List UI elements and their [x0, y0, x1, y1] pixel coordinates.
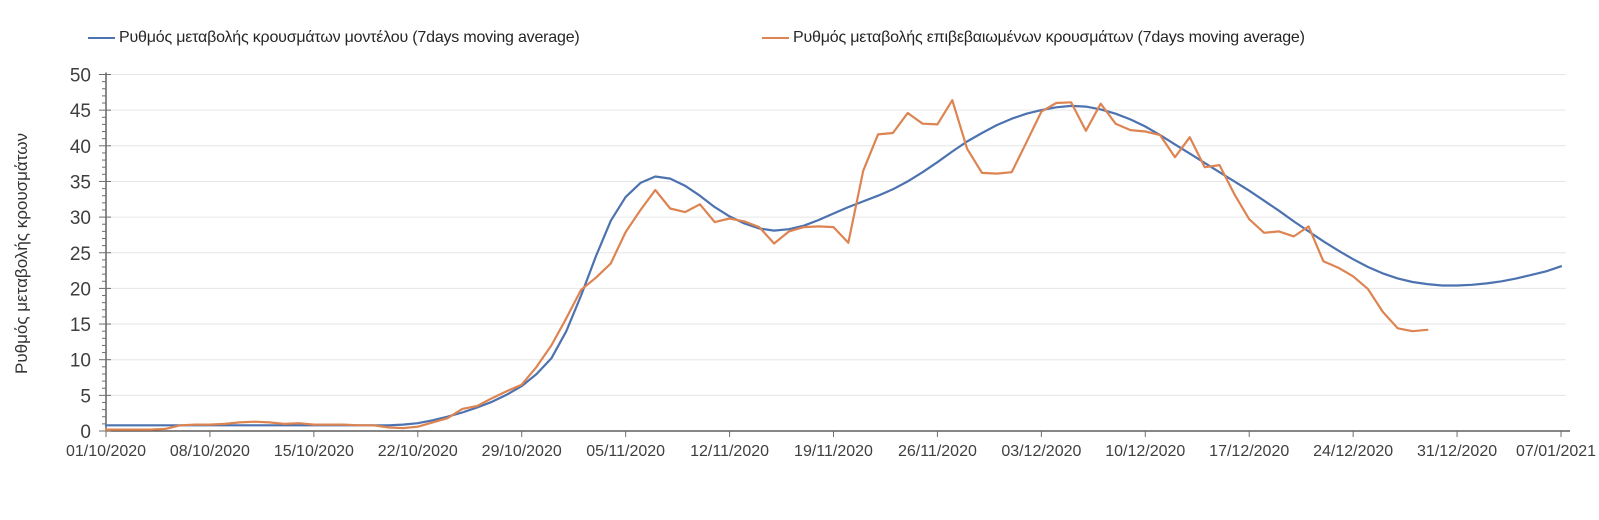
- legend-label-model: Ρυθμός μεταβολής κρουσμάτων μοντέλου (7d…: [119, 29, 580, 46]
- y-tick-label: 20: [70, 279, 91, 300]
- legend-item-model: Ρυθμός μεταβολής κρουσμάτων μοντέλου (7d…: [88, 27, 580, 49]
- x-tick-label: 29/10/2020: [482, 443, 562, 460]
- y-tick-label: 40: [70, 137, 91, 158]
- x-tick-label: 31/12/2020: [1417, 443, 1497, 460]
- x-tick-label: 15/10/2020: [274, 443, 354, 460]
- y-tick-label: 25: [70, 244, 91, 265]
- y-tick-label: 30: [70, 208, 91, 229]
- legend-item-confirmed: Ρυθμός μεταβολής επιβεβαιωμένων κρουσμάτ…: [762, 27, 1305, 49]
- legend: Ρυθμός μεταβολής κρουσμάτων μοντέλου (7d…: [0, 27, 1599, 49]
- y-tick-label: 45: [70, 101, 91, 122]
- x-tick-label: 24/12/2020: [1313, 443, 1393, 460]
- legend-label-confirmed: Ρυθμός μεταβολής επιβεβαιωμένων κρουσμάτ…: [793, 29, 1305, 46]
- y-tick-label: 50: [70, 66, 91, 87]
- x-tick-label: 05/11/2020: [586, 443, 665, 460]
- x-tick-label: 26/11/2020: [898, 443, 977, 460]
- y-tick-label: 10: [70, 351, 91, 372]
- x-tick-label: 12/11/2020: [690, 443, 769, 460]
- y-tick-label: 0: [80, 422, 91, 443]
- y-tick-label: 35: [70, 172, 91, 193]
- x-tick-label: 17/12/2020: [1209, 443, 1289, 460]
- x-tick-label: 03/12/2020: [1001, 443, 1081, 460]
- x-tick-label: 01/10/2020: [66, 443, 146, 460]
- x-tick-label: 19/11/2020: [794, 443, 873, 460]
- x-tick-label: 10/12/2020: [1105, 443, 1185, 460]
- y-tick-label: 5: [80, 386, 91, 407]
- x-tick-label: 22/10/2020: [378, 443, 458, 460]
- legend-line-swatch-model-icon: [88, 37, 115, 39]
- legend-line-swatch-confirmed-icon: [762, 37, 789, 39]
- x-tick-label: 07/01/2021: [1516, 443, 1596, 460]
- line-series-confirmed: [104, 99, 1429, 431]
- line-series-model: [104, 104, 1563, 427]
- y-tick-label: 15: [70, 315, 91, 336]
- x-tick-label: 08/10/2020: [170, 443, 250, 460]
